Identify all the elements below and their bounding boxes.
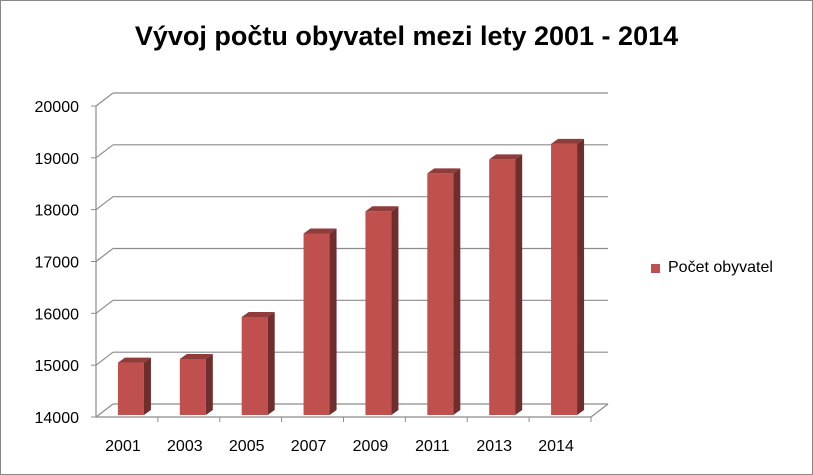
bar	[179, 358, 206, 415]
bar-side	[515, 154, 523, 415]
bar	[303, 233, 330, 415]
y-tick-label: 16000	[35, 306, 80, 323]
y-tick-label: 17000	[35, 255, 80, 272]
bar-top	[241, 311, 275, 317]
bar-top	[303, 228, 337, 234]
bar	[427, 173, 454, 415]
y-tick-label: 14000	[35, 410, 80, 427]
x-tick-label: 2014	[538, 438, 574, 455]
bar	[241, 316, 268, 415]
bar-side	[143, 357, 151, 415]
bar-top	[365, 206, 399, 212]
legend-swatch	[651, 263, 660, 273]
floor-edge	[590, 403, 609, 418]
x-tick-label: 2001	[105, 438, 141, 455]
x-tick-label: 2005	[229, 438, 265, 455]
bar-side	[329, 228, 337, 415]
x-tick-label: 2009	[353, 438, 389, 455]
bar-side	[205, 353, 213, 415]
gridline-connector	[95, 299, 114, 314]
bar-side	[391, 206, 399, 415]
bar-top	[551, 138, 585, 144]
bar	[489, 159, 516, 415]
x-tick-label: 2003	[167, 438, 203, 455]
x-tick-label: 2011	[415, 438, 450, 455]
chart-title: Vývoj počtu obyvatel mezi lety 2001 - 20…	[134, 21, 679, 51]
x-tick-label: 2007	[291, 438, 327, 455]
y-tick-label: 18000	[35, 203, 80, 220]
gridline-connector	[95, 351, 114, 366]
bar-side	[577, 138, 585, 416]
y-tick-label: 15000	[35, 358, 80, 375]
bar-top	[179, 353, 213, 359]
legend-label: Počet obyvatel	[668, 259, 773, 276]
bar-top	[489, 154, 523, 160]
gridline-connector	[95, 403, 114, 418]
bar-side	[453, 168, 461, 415]
bar	[117, 362, 144, 415]
gridline-connector	[95, 248, 114, 262]
bar	[365, 211, 392, 415]
gridline-connector	[95, 92, 114, 107]
bar-top	[427, 168, 461, 174]
y-tick-label: 19000	[35, 151, 80, 168]
x-tick-label: 2013	[476, 438, 512, 455]
legend: Počet obyvatel	[651, 259, 773, 277]
gridline-connector	[95, 144, 114, 159]
y-tick-label: 20000	[35, 99, 80, 116]
bar-top	[117, 357, 151, 363]
gridline-connector	[95, 196, 114, 211]
bar-side	[267, 311, 275, 415]
bar	[551, 143, 578, 416]
